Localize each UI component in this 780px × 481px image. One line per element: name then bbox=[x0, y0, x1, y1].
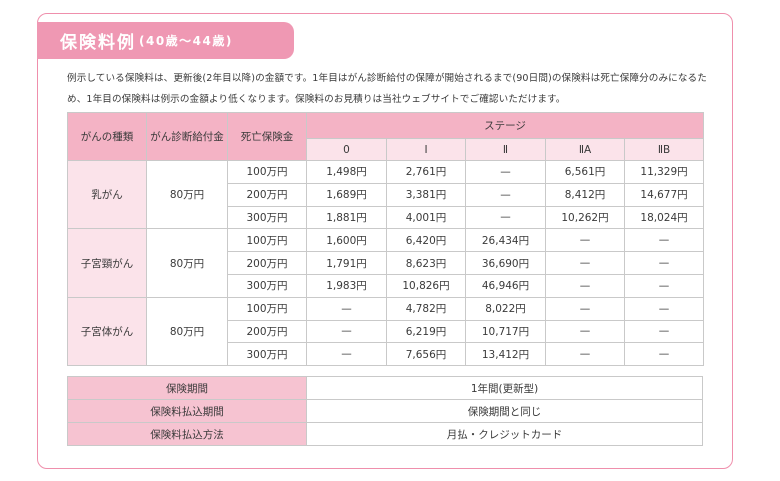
table-row: 200万円 —6,219円 10,717円 — — bbox=[68, 319, 705, 344]
premium-cell: 10,826円 bbox=[386, 273, 466, 298]
title-sub: (40歳～44歳) bbox=[139, 34, 233, 48]
premium-cell: 11,329円 bbox=[623, 160, 705, 184]
policy-info-table: 保険期間 1年間(更新型) 保険料払込期間 保険期間と同じ 保険料払込方法 月払・クレジッ… bbox=[67, 376, 703, 446]
header-stage-2a: ⅡA bbox=[545, 138, 625, 161]
death-benefit-cell: 100万円 bbox=[227, 228, 307, 253]
premium-cell: 1,881円 bbox=[306, 205, 387, 230]
premium-cell: — bbox=[465, 205, 546, 230]
header-stage-2: Ⅱ bbox=[465, 138, 546, 161]
death-benefit-cell: 100万円 bbox=[227, 160, 307, 184]
premium-cell: — bbox=[623, 228, 705, 253]
death-benefit-cell: 100万円 bbox=[227, 296, 307, 321]
info-label: 保険期間 bbox=[67, 376, 307, 400]
cancer-type-cell: 子宮体がん bbox=[67, 296, 147, 367]
table-row: 300万円 —7,656円 13,412円 — — bbox=[68, 342, 705, 367]
table-row: 子宮頸がん 80万円 100万円 1,600円 6,420円 26,434円 — — bbox=[67, 228, 705, 298]
premium-cell: 1,498円 bbox=[306, 160, 387, 184]
premium-cell: 1,983円 bbox=[306, 273, 387, 298]
premium-cell: 6,219円 bbox=[386, 319, 466, 344]
premium-cell: — bbox=[545, 319, 625, 344]
info-label: 保険料払込方法 bbox=[67, 422, 307, 446]
header-stage-0: 0 bbox=[306, 138, 387, 161]
premium-cell: — bbox=[465, 182, 546, 207]
premium-cell: 6,561円 bbox=[545, 160, 625, 184]
diagnosis-benefit-cell: 80万円 bbox=[146, 228, 228, 298]
premium-cell: 2,761円 bbox=[386, 160, 466, 184]
premium-cell: 1,791円 bbox=[306, 251, 387, 275]
title-main: 保険料例 bbox=[60, 33, 136, 53]
premium-cell: — bbox=[623, 273, 705, 298]
premium-cell: 36,690円 bbox=[465, 251, 546, 275]
death-benefit-cell: 200万円 bbox=[227, 182, 307, 207]
header-cancer-type: がんの種類 bbox=[67, 112, 147, 161]
premium-cell: — bbox=[623, 342, 705, 367]
premium-cell: — bbox=[545, 342, 625, 367]
header-stage-1: Ⅰ bbox=[386, 138, 466, 161]
premium-cell: 4,782円 bbox=[386, 296, 466, 321]
table-row: 300万円 1,881円 4,001円 —10,262円 18,024円 bbox=[68, 205, 705, 230]
premium-cell: 13,412円 bbox=[465, 342, 546, 367]
premium-table: がんの種類 がん診断給付金 死亡保険金 ステージ 0 Ⅰ Ⅱ ⅡA ⅡB 乳がん… bbox=[67, 112, 705, 367]
death-benefit-cell: 300万円 bbox=[227, 273, 307, 298]
diagnosis-benefit-cell: 80万円 bbox=[146, 296, 228, 367]
premium-cell: 3,381円 bbox=[386, 182, 466, 207]
table-row: 200万円 1,791円 8,623円 36,690円 — — bbox=[68, 251, 705, 275]
premium-cell: — bbox=[545, 296, 625, 321]
info-value: 月払・クレジットカード bbox=[306, 422, 703, 446]
info-label: 保険料払込期間 bbox=[67, 399, 307, 423]
header-death-benefit: 死亡保険金 bbox=[227, 112, 307, 161]
table-row: 200万円 1,689円 3,381円 —8,412円 14,677円 bbox=[68, 182, 705, 207]
premium-cell: — bbox=[545, 251, 625, 275]
policy-info-body: 保険期間 1年間(更新型) 保険料払込期間 保険期間と同じ 保険料払込方法 月払・クレジッ… bbox=[67, 376, 703, 446]
premium-cell: — bbox=[623, 251, 705, 275]
premium-cell: — bbox=[623, 319, 705, 344]
info-row: 保険期間 1年間(更新型) bbox=[67, 376, 703, 400]
table-row: 300万円 1,983円 10,826円 46,946円 — — bbox=[68, 273, 705, 298]
table-row: 子宮体がん 80万円 100万円 —4,782円 8,022円 — — bbox=[67, 296, 705, 367]
premium-cell: 18,024円 bbox=[623, 205, 705, 230]
premium-cell: 6,420円 bbox=[386, 228, 466, 253]
info-value: 1年間(更新型) bbox=[306, 376, 703, 400]
cancer-type-cell: 子宮頸がん bbox=[67, 228, 147, 298]
premium-cell: 1,689円 bbox=[306, 182, 387, 207]
death-benefit-cell: 200万円 bbox=[227, 251, 307, 275]
premium-cell: 46,946円 bbox=[465, 273, 546, 298]
cancer-type-cell: 乳がん bbox=[67, 159, 147, 230]
info-value: 保険期間と同じ bbox=[306, 399, 703, 423]
header-stage-2b: ⅡB bbox=[623, 138, 705, 161]
premium-cell: 8,022円 bbox=[465, 296, 546, 321]
premium-cell: 1,600円 bbox=[306, 228, 387, 253]
premium-cell: 8,412円 bbox=[545, 182, 625, 207]
section-title: 保険料例 (40歳～44歳) bbox=[37, 22, 294, 59]
premium-cell: — bbox=[306, 296, 387, 321]
premium-cell: — bbox=[306, 319, 387, 344]
premium-table-body: 乳がん 80万円 100万円 1,498円 2,761円 —6,561円 11,329円 20… bbox=[67, 159, 705, 367]
premium-cell: — bbox=[623, 296, 705, 321]
info-row: 保険料払込期間 保険期間と同じ bbox=[67, 399, 703, 423]
premium-cell: 8,623円 bbox=[386, 251, 466, 275]
premium-cell: 4,001円 bbox=[386, 205, 466, 230]
death-benefit-cell: 300万円 bbox=[227, 205, 307, 230]
premium-cell: 10,262円 bbox=[545, 205, 625, 230]
premium-cell: 7,656円 bbox=[386, 342, 466, 367]
death-benefit-cell: 300万円 bbox=[227, 342, 307, 367]
premium-cell: — bbox=[465, 160, 546, 184]
diagnosis-benefit-cell: 80万円 bbox=[146, 159, 228, 230]
premium-cell: — bbox=[545, 273, 625, 298]
premium-cell: 14,677円 bbox=[623, 182, 705, 207]
table-row: 乳がん 80万円 100万円 1,498円 2,761円 —6,561円 11,329円 bbox=[67, 159, 705, 230]
info-row: 保険料払込方法 月払・クレジットカード bbox=[67, 422, 703, 446]
premium-cell: 10,717円 bbox=[465, 319, 546, 344]
premium-cell: — bbox=[306, 342, 387, 367]
premium-cell: 26,434円 bbox=[465, 228, 546, 253]
header-diagnosis-benefit: がん診断給付金 bbox=[146, 112, 228, 161]
header-stage: ステージ bbox=[305, 112, 705, 139]
description-text: 例示している保険料は、更新後(2年目以降)の金額です。1年目はがん診断給付の保障… bbox=[67, 73, 707, 105]
death-benefit-cell: 200万円 bbox=[227, 319, 307, 344]
premium-cell: — bbox=[545, 228, 625, 253]
